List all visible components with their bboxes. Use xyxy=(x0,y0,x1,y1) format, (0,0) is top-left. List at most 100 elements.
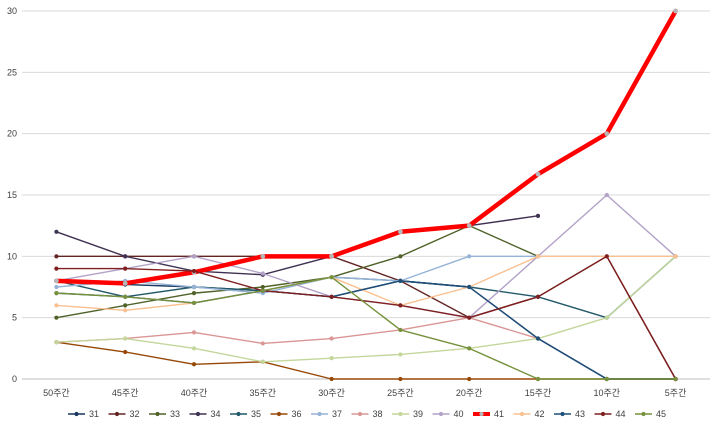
data-point xyxy=(329,376,334,382)
legend-swatch-marker xyxy=(438,411,444,417)
legend-item: 45 xyxy=(635,409,666,419)
data-point xyxy=(398,327,403,333)
legend-swatch-marker xyxy=(236,411,241,417)
data-point xyxy=(122,280,128,286)
data-point xyxy=(54,229,59,234)
x-tick-label: 20주간 xyxy=(456,388,483,398)
legend-swatch-marker xyxy=(560,411,565,417)
data-point xyxy=(398,303,403,308)
x-tick-label: 30주간 xyxy=(318,388,345,398)
y-axis-ticks: 0 5 10 15 20 25 30 xyxy=(7,6,17,384)
data-point xyxy=(329,336,334,341)
legend-label: 35 xyxy=(251,409,261,419)
x-tick-label: 35주간 xyxy=(250,388,277,398)
data-point xyxy=(54,303,59,308)
legend-item: 38 xyxy=(351,409,383,419)
data-point xyxy=(466,223,472,229)
legend-label: 43 xyxy=(575,409,585,419)
legend-item: 42 xyxy=(513,409,545,419)
data-point xyxy=(673,376,678,382)
legend-swatch-marker xyxy=(398,411,403,417)
legend-label: 41 xyxy=(494,409,504,419)
legend-swatch-marker xyxy=(317,411,322,417)
data-point xyxy=(535,171,541,177)
y-tick-label: 30 xyxy=(7,6,17,16)
legend-label: 39 xyxy=(413,409,423,419)
legend-item: 36 xyxy=(270,409,302,419)
data-point xyxy=(398,278,403,283)
series-45 xyxy=(54,275,678,382)
series-39 xyxy=(54,254,678,364)
legend-label: 31 xyxy=(89,409,99,419)
series-line xyxy=(55,255,677,363)
data-point xyxy=(123,349,128,355)
legend-swatch-marker xyxy=(519,411,525,417)
data-point xyxy=(191,330,197,335)
data-point xyxy=(54,315,59,320)
legend-label: 44 xyxy=(616,409,626,419)
data-point xyxy=(123,336,128,341)
legend-item: 37 xyxy=(311,409,342,419)
data-point xyxy=(54,278,59,284)
series-line xyxy=(55,255,677,319)
data-point xyxy=(673,8,678,14)
y-tick-label: 20 xyxy=(7,129,17,139)
data-point xyxy=(260,359,265,364)
data-point xyxy=(398,229,403,235)
data-point xyxy=(260,284,265,290)
data-point xyxy=(467,315,472,320)
data-point xyxy=(54,284,59,290)
legend-item: 32 xyxy=(108,409,140,419)
data-point xyxy=(467,346,472,351)
data-point xyxy=(123,266,128,271)
data-point xyxy=(467,284,472,290)
data-point xyxy=(54,254,59,259)
data-point xyxy=(398,376,403,382)
series-33 xyxy=(54,223,541,320)
legend-item: 39 xyxy=(392,409,423,419)
data-point xyxy=(191,284,197,290)
data-point xyxy=(123,294,128,299)
data-point xyxy=(604,376,609,382)
legend-swatch-marker xyxy=(155,411,160,417)
data-point xyxy=(604,131,610,137)
legend-item: 35 xyxy=(230,409,261,419)
legend-swatch-marker xyxy=(74,411,79,417)
y-tick-label: 25 xyxy=(7,67,17,77)
x-axis-ticks: 50주간 45주간 40주간 35주간 30주간 25주간 20주간 15주간 10주간 5주간 xyxy=(43,388,686,398)
data-point xyxy=(191,254,197,259)
data-point xyxy=(535,336,541,341)
data-point xyxy=(191,300,197,306)
series-36 xyxy=(54,340,678,382)
series-line xyxy=(55,224,539,319)
data-point xyxy=(260,271,265,276)
legend-item: 33 xyxy=(149,409,180,419)
series-line xyxy=(55,255,677,380)
x-tick-label: 40주간 xyxy=(181,388,208,398)
legend-item: 34 xyxy=(189,409,221,419)
legend-swatch-marker xyxy=(195,411,201,417)
series-line xyxy=(55,280,677,380)
data-point xyxy=(604,192,609,198)
data-point xyxy=(467,254,472,259)
data-point xyxy=(123,254,128,259)
data-point xyxy=(329,253,334,259)
legend-label: 32 xyxy=(130,409,140,419)
legend-swatch-marker xyxy=(276,411,282,417)
data-point xyxy=(467,376,472,382)
y-tick-label: 10 xyxy=(7,251,17,261)
data-point xyxy=(260,253,266,259)
legend: 31 32 33 34 35 36 37 38 39 40 41 42 43 44 45 xyxy=(68,409,666,419)
data-point xyxy=(398,254,403,259)
legend-item: 31 xyxy=(68,409,99,419)
series-line xyxy=(54,8,678,286)
series-41 xyxy=(54,8,678,286)
x-tick-label: 5주간 xyxy=(665,388,687,398)
legend-swatch-marker xyxy=(114,411,120,417)
legend-label: 33 xyxy=(170,409,180,419)
data-point xyxy=(604,315,609,320)
data-point xyxy=(123,303,128,308)
series-line xyxy=(55,276,677,380)
series-line xyxy=(55,341,677,380)
